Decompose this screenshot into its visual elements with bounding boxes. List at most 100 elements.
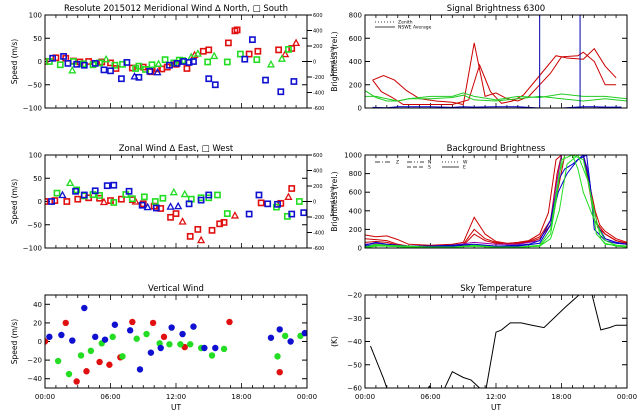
data-point-red <box>74 195 82 203</box>
series-line-red-1 <box>372 42 617 106</box>
data-point-blue <box>146 67 154 75</box>
data-point-red <box>197 235 206 244</box>
data-point-red <box>216 220 224 228</box>
data-point-green <box>210 51 219 60</box>
y-tick-label: −30 <box>347 315 362 323</box>
data-point-red <box>63 198 71 205</box>
data-point-green <box>87 347 95 354</box>
data-point-blue <box>274 200 281 208</box>
data-point-green <box>56 61 64 69</box>
y-tick-label: 600 <box>349 189 362 197</box>
data-point-red <box>254 47 262 55</box>
data-point-red <box>291 38 301 47</box>
x-axis-label: UT <box>171 403 181 412</box>
data-point-red <box>129 318 136 326</box>
data-point-blue <box>185 200 193 208</box>
y-tick-label: 600 <box>349 35 362 43</box>
data-point-green <box>169 187 178 196</box>
data-point-green <box>143 330 150 338</box>
data-point-green <box>151 198 159 205</box>
data-point-green <box>180 189 189 198</box>
x-tick-label: 12:00 <box>486 393 506 401</box>
y-tick-label: 0 <box>38 198 42 206</box>
x-tick-label: 00:00 <box>35 393 55 401</box>
data-point-blue <box>58 331 65 339</box>
y-tick-label: 800 <box>349 12 362 20</box>
y-tick-label: −100 <box>23 245 42 253</box>
data-point-green <box>253 56 261 64</box>
data-point-blue <box>91 187 99 195</box>
series-line-green-1 <box>365 90 627 102</box>
legend-label: Zenith <box>398 20 413 26</box>
data-point-red <box>99 197 109 206</box>
data-point-blue <box>64 59 72 67</box>
y-tick-label: −60 <box>347 385 362 393</box>
data-point-red <box>106 361 113 368</box>
data-point-blue <box>166 61 173 69</box>
y-tick-label: 1000 <box>344 152 362 160</box>
data-point-blue <box>211 81 219 89</box>
data-point-blue <box>152 204 160 212</box>
data-point-blue <box>255 191 263 199</box>
data-point-red <box>83 368 90 375</box>
y-tick-label: −100 <box>23 105 42 113</box>
legend-label: N <box>428 160 431 166</box>
y-tick-label: 40 <box>33 301 42 309</box>
data-point-blue <box>287 338 294 345</box>
y-right-tick-label: 0 <box>313 60 316 66</box>
y-right-axis-label: Speed (m/s) <box>330 46 336 76</box>
data-point-red <box>220 219 228 226</box>
data-point-red <box>178 217 187 225</box>
data-point-red <box>257 199 265 207</box>
data-point-blue <box>205 75 213 83</box>
data-point-blue <box>138 201 146 209</box>
data-point-blue <box>241 55 249 63</box>
data-point-green <box>161 56 169 64</box>
y-right-tick-label: 600 <box>313 153 323 159</box>
data-point-red <box>225 39 232 47</box>
legend-label: S <box>428 165 431 171</box>
y-axis-label: Brightness (rel.) <box>330 31 339 91</box>
data-point-red <box>96 358 103 366</box>
plot-frame <box>364 154 628 249</box>
x-tick-label: 18:00 <box>551 393 571 401</box>
data-point-green <box>96 59 103 67</box>
data-point-blue <box>180 58 188 65</box>
x-tick-label: 12:00 <box>166 393 186 401</box>
y-axis-label: Speed (m/s) <box>10 39 19 85</box>
y-tick-label: −50 <box>27 221 42 229</box>
data-point-blue <box>101 336 109 343</box>
data-point-blue <box>92 333 99 341</box>
data-point-red <box>45 338 49 345</box>
series-line-green-3 <box>365 155 627 248</box>
data-point-blue <box>276 326 283 333</box>
data-point-blue <box>201 344 208 352</box>
panel-signal: Signal Brightness 6300 800 600 400 200 0 Brigh… <box>330 4 628 113</box>
data-point-green <box>208 352 216 359</box>
data-point-green <box>111 61 119 69</box>
data-point-blue <box>174 201 183 210</box>
data-point-blue <box>110 181 118 189</box>
y-axis-label: Brightness (rel.) <box>330 171 339 231</box>
data-point-blue <box>264 200 272 208</box>
data-point-green <box>140 193 148 201</box>
data-point-blue <box>72 187 79 195</box>
data-point-red <box>199 47 207 55</box>
x-axis-label: UT <box>491 403 501 412</box>
data-point-green <box>223 210 231 217</box>
series-line-blue-base <box>372 106 622 108</box>
series-line-sky-temperature <box>370 345 388 388</box>
data-point-blue <box>125 187 133 195</box>
data-point-red <box>139 200 147 208</box>
data-point-red <box>160 333 168 341</box>
data-point-green <box>154 59 163 67</box>
data-point-red <box>172 210 180 217</box>
y-tick-label: 0 <box>38 58 42 66</box>
y-right-tick-label: -200 <box>313 75 324 81</box>
series-line-green-2 <box>365 94 627 102</box>
data-point-blue <box>168 324 175 331</box>
y-tick-label: 100 <box>29 152 42 160</box>
data-point-green <box>128 195 136 203</box>
